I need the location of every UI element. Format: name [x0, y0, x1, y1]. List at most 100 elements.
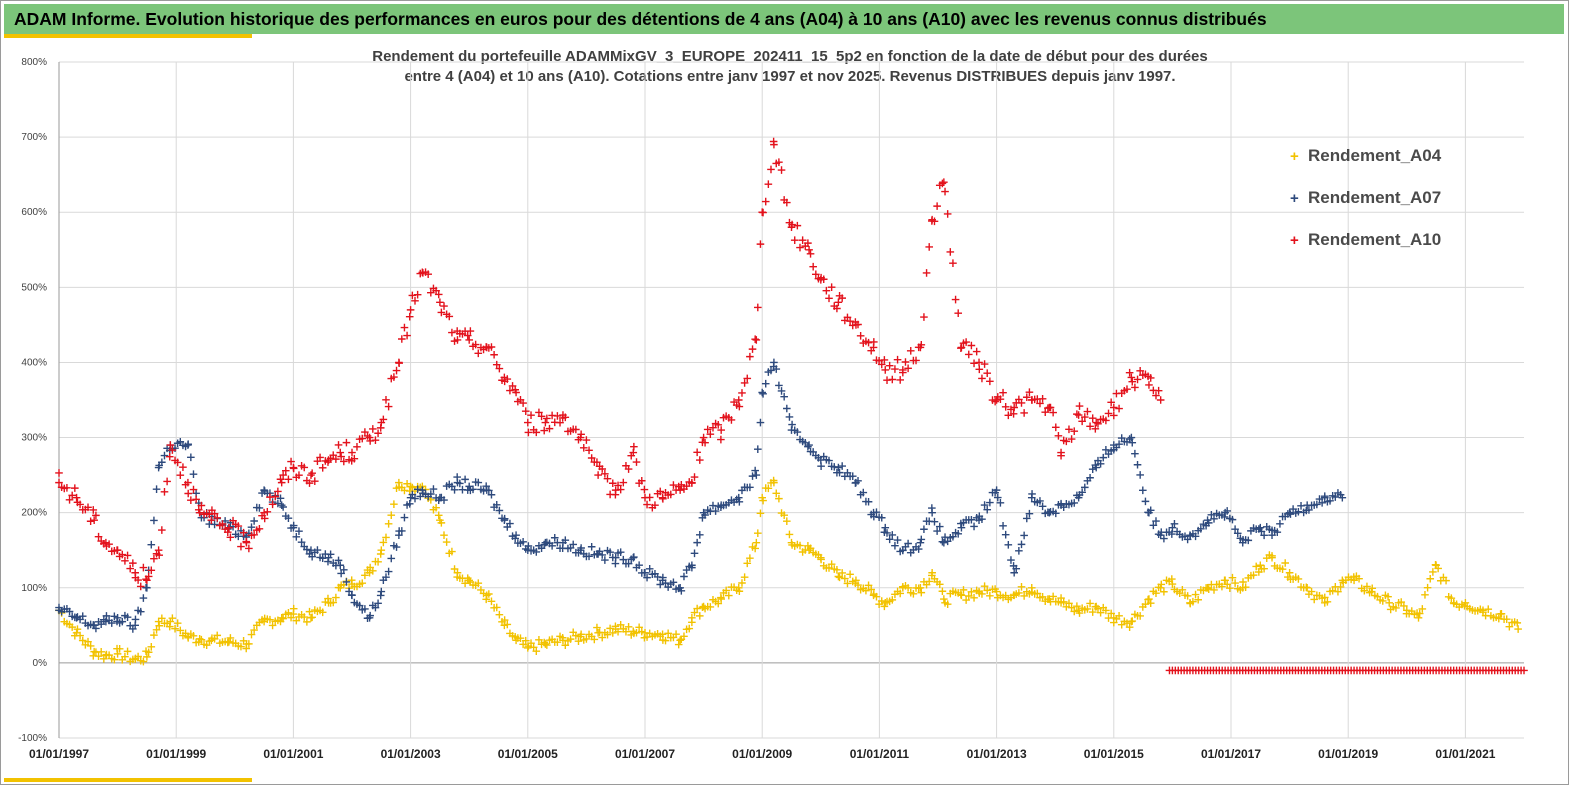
rendement_a10-point: [94, 532, 103, 541]
rendement_a10-point: [1107, 398, 1115, 407]
y-tick-label: 500%: [21, 282, 47, 293]
rendement_a04-point: [752, 538, 761, 547]
rendement_a04-point: [176, 626, 185, 635]
rendement_a04-point: [553, 638, 562, 647]
rendement_a10-point: [714, 421, 723, 429]
rendement_a10-point: [113, 546, 121, 554]
rendement_a10-point: [834, 298, 843, 307]
rendement_a10-point: [1038, 394, 1047, 403]
rendement_a04-point: [833, 566, 841, 574]
rendement_a04-point: [676, 636, 684, 645]
rendement_a07-point: [1207, 510, 1216, 519]
rendement_a07-point: [429, 485, 438, 493]
rendement_a10-point: [912, 356, 920, 365]
rendement_a10-point: [972, 347, 981, 356]
rendement_a07-point: [1139, 486, 1147, 495]
rendement_a04-point: [403, 479, 411, 488]
rendement_a10-point: [930, 217, 939, 226]
rendement_a10-point: [281, 466, 290, 475]
rendement_a04-point: [134, 652, 142, 661]
rendement_a10-point: [585, 446, 593, 455]
rendement_a10-point: [769, 137, 778, 146]
rendement_a04-point: [896, 589, 905, 598]
rendement_a10-point: [553, 412, 562, 420]
rendement_a07-point: [307, 546, 315, 555]
rendement_a04-point: [171, 624, 179, 633]
rendement_a10-point: [189, 485, 198, 494]
rendement_a10-point: [289, 464, 298, 473]
rendement_a04-point: [492, 603, 501, 612]
rendement_a10-point: [1022, 393, 1031, 402]
rendement_a04-point: [738, 579, 746, 587]
rendement_a04-point: [598, 633, 607, 642]
y-tick-label: 800%: [21, 57, 47, 68]
rendement_a04-point: [1285, 568, 1294, 577]
rendement_a10-point: [450, 337, 459, 345]
rendement_a07-point: [767, 366, 775, 375]
rendement_a10-point: [155, 551, 164, 559]
rendement_a04-point: [376, 550, 385, 558]
rendement_a07-point: [695, 531, 704, 539]
rendement_a04-point: [843, 579, 852, 588]
rendement_a04-point: [332, 593, 340, 602]
rendement_a10-point: [537, 412, 546, 421]
rendement_a04-point: [1397, 598, 1406, 606]
rendement_a10-point: [524, 428, 533, 437]
rendement_a10-point: [363, 432, 372, 440]
rendement_a04-point: [86, 642, 95, 650]
rendement_a04-point: [115, 645, 124, 653]
rendement_a10-point: [284, 475, 293, 484]
rendement_a04-point: [68, 623, 76, 631]
rendement_a07-point: [1038, 502, 1047, 511]
rendement_a10-point: [1102, 416, 1110, 425]
rendement_a07-point: [1141, 497, 1150, 506]
rendement_a04-point: [967, 587, 976, 596]
rendement_a07-point: [854, 476, 862, 485]
rendement_a10-point: [1091, 425, 1100, 433]
rendement_a04-point: [84, 637, 92, 646]
rendement_a07-point: [347, 591, 356, 599]
rendement_a04-point: [970, 594, 978, 602]
rendement_a07-point: [1070, 499, 1079, 507]
rendement_a04-point: [1194, 595, 1202, 604]
rendement_a10-point: [361, 428, 369, 436]
rendement_a07-point: [888, 531, 897, 539]
rendement_a04-point: [751, 544, 759, 553]
rendement_a07-point: [1318, 499, 1326, 507]
rendement_a10-point: [951, 295, 960, 304]
rendement_a07-point: [366, 611, 374, 620]
rendement_a04-point: [387, 511, 396, 519]
rendement_a07-point: [993, 493, 1002, 502]
rendement_a04-point: [1228, 573, 1237, 582]
rendement_a10-point: [1110, 403, 1118, 412]
rendement_a04-point: [237, 642, 245, 651]
rendement_a04-point: [1418, 605, 1427, 613]
rendement_a04-point: [1073, 602, 1081, 610]
rendement_a04-point: [1115, 612, 1123, 620]
rendement_a07-point: [413, 485, 422, 494]
rendement_a04-point: [1385, 599, 1394, 607]
rendement_a04-point: [1168, 575, 1176, 583]
rendement_a04-point: [121, 652, 129, 661]
rendement_a04-point: [516, 634, 525, 642]
rendement_a10-point: [268, 500, 277, 509]
x-tick-label: 01/01/2015: [1084, 747, 1144, 761]
rendement_a07-point: [313, 546, 322, 554]
rendement_a04-point: [152, 625, 161, 634]
rendement_a04-point: [1239, 578, 1247, 586]
rendement_a07-point: [1080, 483, 1089, 492]
rendement_a07-point: [635, 561, 643, 569]
rendement_a10-point: [184, 489, 193, 498]
rendement_a10-point: [809, 262, 817, 271]
rendement_a10-point: [223, 528, 232, 537]
rendement_a04-point: [574, 637, 583, 645]
rendement_a07-point: [1244, 536, 1253, 545]
rendement_a10-point: [574, 435, 583, 444]
rendement_a04-point: [1281, 559, 1290, 567]
rendement_a04-point: [503, 620, 512, 629]
rendement_a04-point: [1104, 614, 1113, 622]
rendement_a04-point: [239, 637, 248, 645]
rendement_a04-point: [1107, 609, 1115, 618]
rendement_a07-point: [274, 499, 282, 508]
page-title: ADAM Informe. Evolution historique des p…: [4, 4, 1564, 34]
